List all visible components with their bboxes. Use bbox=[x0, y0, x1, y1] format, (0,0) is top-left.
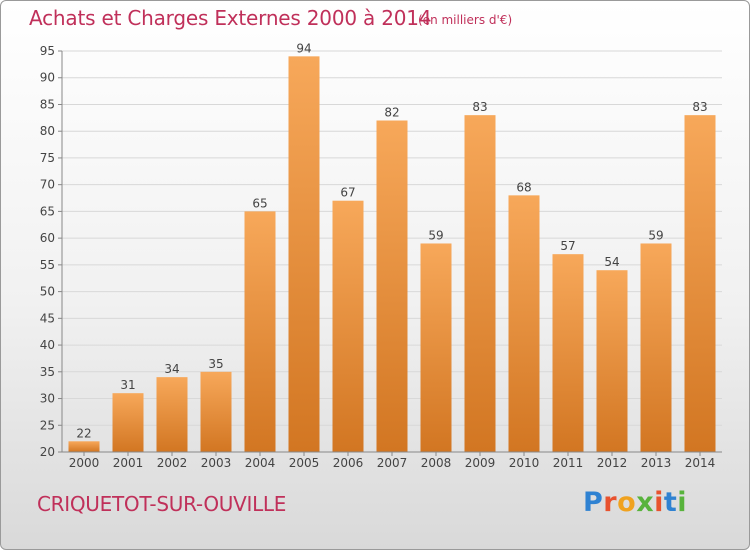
proxiti-logo[interactable]: Proxiti bbox=[583, 487, 688, 518]
data-label-2007: 82 bbox=[384, 106, 399, 120]
data-label-2003: 35 bbox=[208, 357, 223, 371]
y-tick-label: 40 bbox=[40, 338, 55, 352]
bar-2000 bbox=[68, 441, 100, 452]
bars bbox=[68, 56, 716, 453]
y-tick-label: 85 bbox=[40, 97, 55, 111]
y-tick-label: 30 bbox=[40, 392, 55, 406]
bar-2010 bbox=[508, 195, 540, 453]
data-label-2012: 54 bbox=[604, 255, 619, 269]
data-label-2009: 83 bbox=[472, 100, 487, 114]
town-name: CRIQUETOT-SUR-OUVILLE bbox=[37, 492, 287, 516]
bar-2014 bbox=[684, 115, 716, 452]
chart-title: Achats et Charges Externes 2000 à 2014 bbox=[29, 6, 432, 30]
y-tick-label: 55 bbox=[40, 258, 55, 272]
y-tick-label: 35 bbox=[40, 365, 55, 379]
bar-2009 bbox=[464, 115, 496, 452]
bar-2005 bbox=[288, 56, 320, 452]
bar-2004 bbox=[244, 211, 276, 452]
y-tick-label: 80 bbox=[40, 124, 55, 138]
x-tick-label-2001: 2001 bbox=[113, 456, 144, 470]
data-label-2013: 59 bbox=[648, 228, 663, 242]
data-label-2000: 22 bbox=[76, 426, 91, 440]
x-tick-label-2006: 2006 bbox=[333, 456, 364, 470]
data-label-2006: 67 bbox=[340, 186, 355, 200]
y-tick-label: 60 bbox=[40, 231, 55, 245]
data-label-2002: 34 bbox=[164, 362, 179, 376]
data-label-2011: 57 bbox=[560, 239, 575, 253]
data-label-2004: 65 bbox=[252, 196, 267, 210]
x-tick-label-2011: 2011 bbox=[553, 456, 584, 470]
x-tick-label-2007: 2007 bbox=[377, 456, 408, 470]
x-tick-label-2004: 2004 bbox=[245, 456, 276, 470]
bar-2006 bbox=[332, 200, 364, 452]
bar-2008 bbox=[420, 243, 452, 452]
y-tick-label: 95 bbox=[40, 44, 55, 58]
y-tick-label: 90 bbox=[40, 71, 55, 85]
x-tick-label-2005: 2005 bbox=[289, 456, 320, 470]
x-tick-label-2008: 2008 bbox=[421, 456, 452, 470]
y-tick-label: 20 bbox=[40, 445, 55, 459]
bar-2002 bbox=[156, 377, 188, 452]
y-tick-label: 70 bbox=[40, 178, 55, 192]
y-tick-label: 50 bbox=[40, 285, 55, 299]
x-tick-label-2002: 2002 bbox=[157, 456, 188, 470]
y-tick-label: 65 bbox=[40, 204, 55, 218]
unit-note: (en milliers d'€) bbox=[418, 13, 513, 27]
bar-2013 bbox=[640, 243, 672, 452]
bar-2007 bbox=[376, 120, 408, 453]
y-tick-label: 45 bbox=[40, 311, 55, 325]
data-label-2005: 94 bbox=[296, 41, 311, 55]
y-tick-label: 75 bbox=[40, 151, 55, 165]
bar-2001 bbox=[112, 393, 144, 452]
bar-2012 bbox=[596, 270, 628, 452]
x-tick-label-2003: 2003 bbox=[201, 456, 232, 470]
data-labels: 22 31 34 35 65 94 67 82 59 83 68 57 54 59 83 bbox=[76, 41, 707, 440]
data-label-2014: 83 bbox=[692, 100, 707, 114]
data-label-2008: 59 bbox=[428, 228, 443, 242]
bar-2011 bbox=[552, 254, 584, 452]
x-tick-label-2009: 2009 bbox=[465, 456, 496, 470]
x-tick-label-2000: 2000 bbox=[69, 456, 100, 470]
x-tick-label-2012: 2012 bbox=[597, 456, 628, 470]
data-label-2001: 31 bbox=[120, 378, 135, 392]
data-label-2010: 68 bbox=[516, 180, 531, 194]
x-tick-label-2013: 2013 bbox=[641, 456, 672, 470]
axes: 20 25 30 35 40 45 50 55 60 65 70 75 80 85 90 95 2000 2001… bbox=[40, 44, 722, 470]
x-tick-label-2014: 2014 bbox=[685, 456, 716, 470]
y-tick-label: 25 bbox=[40, 418, 55, 432]
x-tick-label-2010: 2010 bbox=[509, 456, 540, 470]
bar-2003 bbox=[200, 371, 232, 452]
